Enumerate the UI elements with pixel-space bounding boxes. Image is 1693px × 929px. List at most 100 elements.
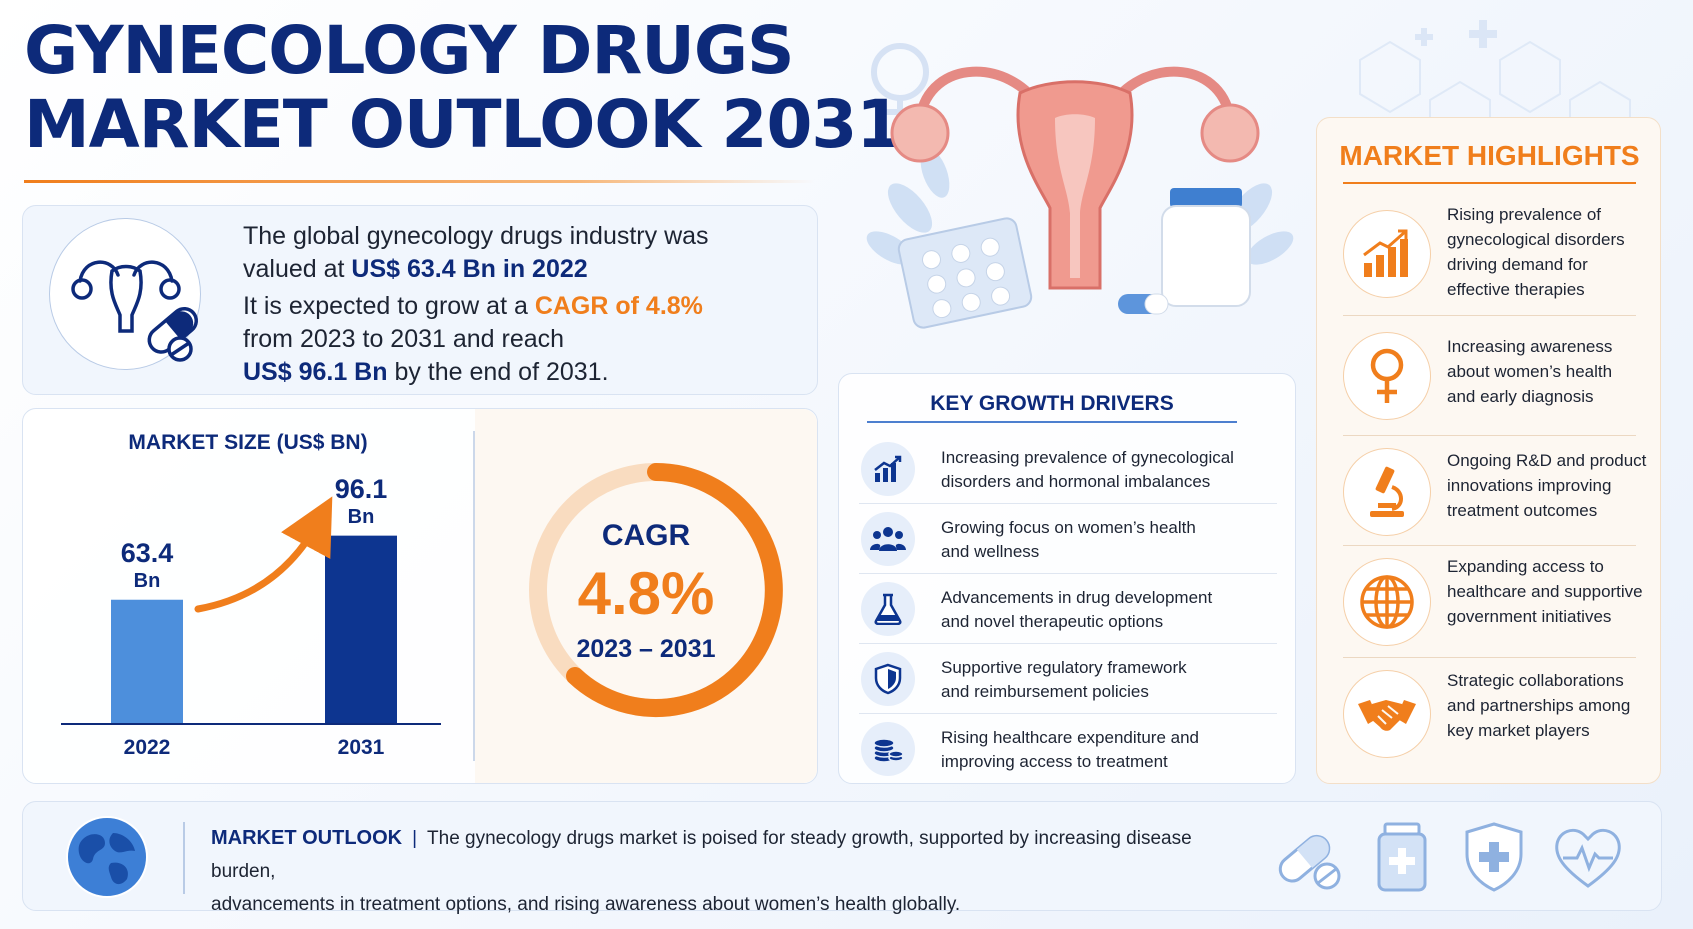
highlight-line: innovations improving — [1447, 476, 1612, 495]
summary-line-2-text: valued at — [243, 255, 352, 283]
pill-bottle-icon — [1170, 188, 1242, 208]
highlight-text: Increasing awareness about women’s healt… — [1447, 334, 1647, 409]
drivers-title: KEY GROWTH DRIVERS — [930, 392, 1174, 415]
driver-line: and novel therapeutic options — [941, 612, 1164, 631]
coins-icon — [861, 722, 915, 776]
title-line-2: MARKET OUTLOOK 2031 — [24, 86, 902, 163]
drivers-underline — [867, 421, 1237, 423]
chart-title: MARKET SIZE (US$ BN) — [128, 431, 368, 454]
shield-icon — [861, 652, 915, 706]
female-symbol-icon — [1343, 332, 1431, 420]
drivers-list: Increasing prevalence of gynecological di… — [839, 434, 1297, 784]
highlight-line: driving demand for — [1447, 255, 1588, 274]
highlight-item: Rising prevalence of gynecological disor… — [1343, 200, 1636, 316]
cagr-panel: CAGR 4.8% 2023 – 2031 — [475, 409, 817, 783]
highlight-text: Rising prevalence of gynecological disor… — [1447, 202, 1647, 302]
summary-cagr: CAGR of 4.8% — [534, 292, 703, 320]
bar-chart-icon — [861, 442, 915, 496]
summary-text: The global gynecology drugs industry was… — [243, 220, 803, 389]
summary-line-5: US$ 96.1 Bn by the end of 2031. — [243, 356, 803, 389]
outlook-separator: | — [412, 828, 418, 849]
highlight-line: Ongoing R&D and product — [1447, 451, 1647, 470]
driver-item: Growing focus on women’s health and welln… — [859, 504, 1277, 574]
highlight-line: Increasing awareness — [1447, 337, 1613, 356]
bar-unit: Bn — [133, 569, 161, 592]
capsule-icon — [1278, 834, 1341, 890]
highlight-text: Expanding access to healthcare and suppo… — [1447, 554, 1647, 629]
highlight-item: Strategic collaborations and partnership… — [1343, 658, 1636, 773]
outlook-line-1-text: The gynecology drugs market is poised fo… — [211, 828, 1192, 882]
globe-icon — [1343, 558, 1431, 646]
cagr-ring — [529, 463, 783, 717]
highlight-text: Ongoing R&D and product innovations impr… — [1447, 448, 1657, 523]
market-size-chart: MARKET SIZE (US$ BN) 63.4 Bn 2022 96.1 Bn 203… — [23, 409, 473, 783]
driver-item: Increasing prevalence of gynecological di… — [859, 434, 1277, 504]
market-summary-card: The global gynecology drugs industry was… — [22, 205, 818, 395]
driver-text: Advancements in drug development and nove… — [941, 586, 1271, 634]
bar-value-label: 63.4 Bn — [87, 538, 207, 594]
highlight-item: Expanding access to healthcare and suppo… — [1343, 546, 1643, 658]
driver-line: improving access to treatment — [941, 752, 1168, 771]
driver-item: Supportive regulatory framework and reimb… — [859, 644, 1277, 714]
driver-text: Supportive regulatory framework and reimb… — [941, 656, 1271, 704]
outlook-divider — [183, 822, 185, 894]
summary-line-5-text: by the end of 2031. — [387, 358, 609, 386]
summary-value-2022: US$ 63.4 Bn in 2022 — [351, 255, 588, 283]
x-tick-label: 2031 — [337, 736, 385, 759]
cagr-label: CAGR — [601, 519, 691, 552]
highlight-line: government initiatives — [1447, 607, 1612, 626]
outlook-line-1: MARKET OUTLOOK | The gynecology drugs mark… — [211, 822, 1211, 888]
highlight-line: healthcare and supportive — [1447, 582, 1643, 601]
driver-line: Growing focus on women’s health — [941, 518, 1196, 537]
summary-line-1: The global gynecology drugs industry was — [243, 222, 709, 250]
driver-text: Increasing prevalence of gynecological di… — [941, 446, 1271, 494]
highlights-underline — [1343, 182, 1636, 184]
market-highlights-card: MARKET HIGHLIGHTS Rising prevalence of g… — [1316, 117, 1661, 784]
cagr-value: 4.8% — [577, 560, 715, 627]
driver-item: Advancements in drug development and nove… — [859, 574, 1277, 644]
highlight-item: Increasing awareness about women’s healt… — [1343, 316, 1636, 436]
highlight-text: Strategic collaborations and partnership… — [1447, 668, 1647, 743]
bar-value-label: 96.1 Bn — [301, 474, 421, 530]
driver-line: Advancements in drug development — [941, 588, 1213, 607]
driver-item: Rising healthcare expenditure and improvi… — [859, 714, 1277, 784]
cagr-period: 2023 – 2031 — [576, 635, 716, 663]
bar-unit: Bn — [347, 505, 375, 528]
summary-line-3-text: It is expected to grow at a — [243, 292, 535, 320]
outlook-line-2: advancements in treatment options, and r… — [211, 894, 961, 915]
driver-line: Rising healthcare expenditure and — [941, 728, 1200, 747]
highlight-line: key market players — [1447, 721, 1590, 740]
highlight-line: and early diagnosis — [1447, 387, 1594, 406]
earth-globe-icon — [66, 816, 148, 898]
handshake-icon — [1343, 670, 1431, 758]
heart-pulse-icon — [1555, 828, 1621, 888]
key-growth-drivers-card: KEY GROWTH DRIVERS Increasing prevalence… — [838, 373, 1296, 784]
highlight-line: gynecological disorders — [1447, 230, 1625, 249]
highlight-item: Ongoing R&D and product innovations impr… — [1343, 436, 1646, 546]
highlight-line: Strategic collaborations — [1447, 671, 1624, 690]
flask-icon — [861, 582, 915, 636]
bar-chart — [61, 496, 441, 725]
highlights-title: MARKET HIGHLIGHTS — [1339, 140, 1640, 171]
uterus-illustration — [866, 66, 1294, 329]
outlook-label: MARKET OUTLOOK — [211, 827, 403, 849]
highlight-line: Expanding access to — [1447, 557, 1604, 576]
highlight-line: and partnerships among — [1447, 696, 1631, 715]
title-underline — [24, 180, 814, 183]
market-size-card: MARKET SIZE (US$ BN) 63.4 Bn 2022 96.1 Bn 203… — [22, 408, 818, 784]
highlight-line: effective therapies — [1447, 280, 1585, 299]
driver-text: Growing focus on women’s health and welln… — [941, 516, 1271, 564]
driver-line: and wellness — [941, 542, 1040, 561]
driver-line: disorders and hormonal imbalances — [941, 472, 1211, 491]
bar-2022 — [111, 599, 183, 724]
growth-chart-icon — [1343, 210, 1431, 298]
driver-line: Supportive regulatory framework — [941, 658, 1187, 677]
x-tick-label: 2022 — [123, 736, 171, 759]
uterus-pill-icon — [49, 218, 201, 370]
highlight-line: Rising prevalence of — [1447, 205, 1602, 224]
summary-line-4: from 2023 to 2031 and reach — [243, 325, 565, 353]
driver-line: Increasing prevalence of gynecological — [941, 448, 1234, 467]
highlight-line: about women’s health — [1447, 362, 1613, 381]
bar-value: 96.1 — [334, 473, 388, 504]
summary-value-2031: US$ 96.1 Bn — [243, 358, 388, 386]
